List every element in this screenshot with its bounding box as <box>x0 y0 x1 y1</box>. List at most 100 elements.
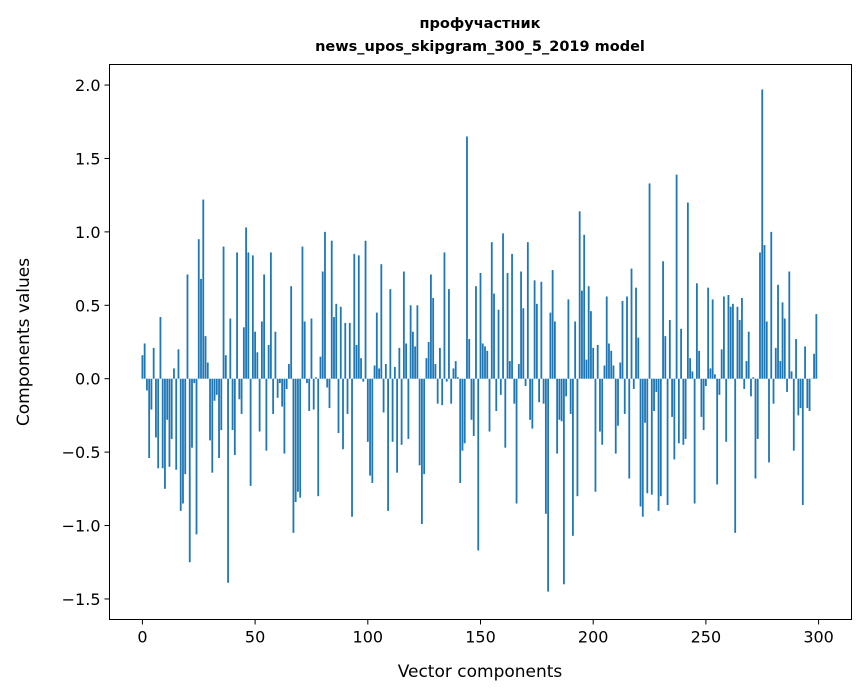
bar-230 <box>659 378 662 497</box>
bar-241 <box>684 378 687 439</box>
bar-24 <box>195 378 198 535</box>
bar-203 <box>599 378 601 432</box>
bar-162 <box>506 272 509 379</box>
bar-224 <box>646 378 649 494</box>
bar-256 <box>718 378 721 395</box>
bar-82 <box>326 378 329 388</box>
bar-13 <box>170 378 173 439</box>
bar-190 <box>569 378 572 414</box>
bar-299 <box>815 314 818 379</box>
bar-74 <box>308 378 311 412</box>
bar-38 <box>227 378 229 583</box>
bar-172 <box>529 378 531 420</box>
bar-132 <box>439 347 441 379</box>
bar-6 <box>155 378 157 438</box>
bar-276 <box>763 245 766 379</box>
bar-216 <box>628 378 631 479</box>
bar-22 <box>191 378 193 448</box>
bar-180 <box>547 378 550 592</box>
bar-174 <box>533 280 536 379</box>
bar-105 <box>378 368 380 379</box>
bar-93 <box>351 378 353 517</box>
bar-112 <box>393 366 396 379</box>
bar-167 <box>517 364 520 379</box>
bar-9 <box>161 378 164 469</box>
bar-58 <box>272 378 275 414</box>
bar-235 <box>671 378 673 417</box>
y-axis-label: Components values <box>14 258 34 426</box>
bar-220 <box>637 337 640 379</box>
bar-61 <box>278 378 281 384</box>
bar-295 <box>806 378 809 409</box>
bar-176 <box>538 378 541 403</box>
bar-4 <box>150 378 153 410</box>
bar-47 <box>247 252 250 379</box>
bar-285 <box>783 318 786 379</box>
bar-97 <box>360 358 362 379</box>
bar-279 <box>770 231 773 379</box>
bar-202 <box>596 344 599 379</box>
bar-125 <box>423 378 426 475</box>
y-tick-label: −1.0 <box>62 517 101 536</box>
bar-284 <box>781 302 784 379</box>
bar-96 <box>357 255 360 379</box>
bar-181 <box>549 312 552 379</box>
bar-205 <box>603 365 606 379</box>
bar-99 <box>364 240 367 379</box>
bar-79 <box>319 356 322 379</box>
bar-156 <box>493 293 495 379</box>
bar-115 <box>400 378 403 445</box>
y-tick-label: −1.5 <box>62 590 101 609</box>
bar-77 <box>315 377 317 379</box>
bar-166 <box>515 378 518 504</box>
bar-130 <box>434 364 437 379</box>
bar-108 <box>384 364 387 379</box>
bar-53 <box>260 321 263 379</box>
bar-75 <box>310 318 313 379</box>
bar-169 <box>522 308 525 379</box>
bar-226 <box>650 378 653 495</box>
bar-118 <box>407 378 410 439</box>
bar-185 <box>558 378 561 420</box>
bar-84 <box>330 240 333 379</box>
x-tick-label: 200 <box>578 628 609 647</box>
bar-140 <box>457 377 459 379</box>
bar-67 <box>292 378 295 533</box>
bar-199 <box>590 311 592 379</box>
bar-281 <box>774 347 777 379</box>
bar-154 <box>488 378 491 432</box>
bar-94 <box>353 253 356 379</box>
bar-64 <box>285 378 288 389</box>
bar-188 <box>565 378 568 397</box>
bar-147 <box>472 378 475 436</box>
bar-43 <box>238 378 241 400</box>
bar-15 <box>175 378 178 470</box>
bar-210 <box>614 378 617 454</box>
bar-248 <box>700 378 703 417</box>
bar-170 <box>524 378 527 387</box>
bar-80 <box>321 271 324 379</box>
bar-278 <box>768 378 770 463</box>
bar-26 <box>200 278 202 379</box>
bar-3 <box>148 378 151 458</box>
bar-294 <box>804 346 806 379</box>
bar-127 <box>427 342 430 379</box>
bar-122 <box>416 305 419 379</box>
bar-124 <box>420 378 423 525</box>
bar-51 <box>256 352 259 379</box>
bar-102 <box>371 378 374 483</box>
bar-114 <box>398 347 401 379</box>
bar-155 <box>490 242 493 379</box>
bar-113 <box>396 378 399 473</box>
bar-263 <box>734 378 737 533</box>
bar-89 <box>342 378 344 450</box>
bar-72 <box>303 321 306 379</box>
bar-240 <box>682 378 685 445</box>
bar-142 <box>461 378 464 451</box>
bar-143 <box>463 378 466 444</box>
bar-37 <box>224 355 227 379</box>
bar-164 <box>511 253 513 379</box>
bar-191 <box>572 378 574 536</box>
bar-268 <box>745 361 748 379</box>
bar-111 <box>391 378 394 442</box>
